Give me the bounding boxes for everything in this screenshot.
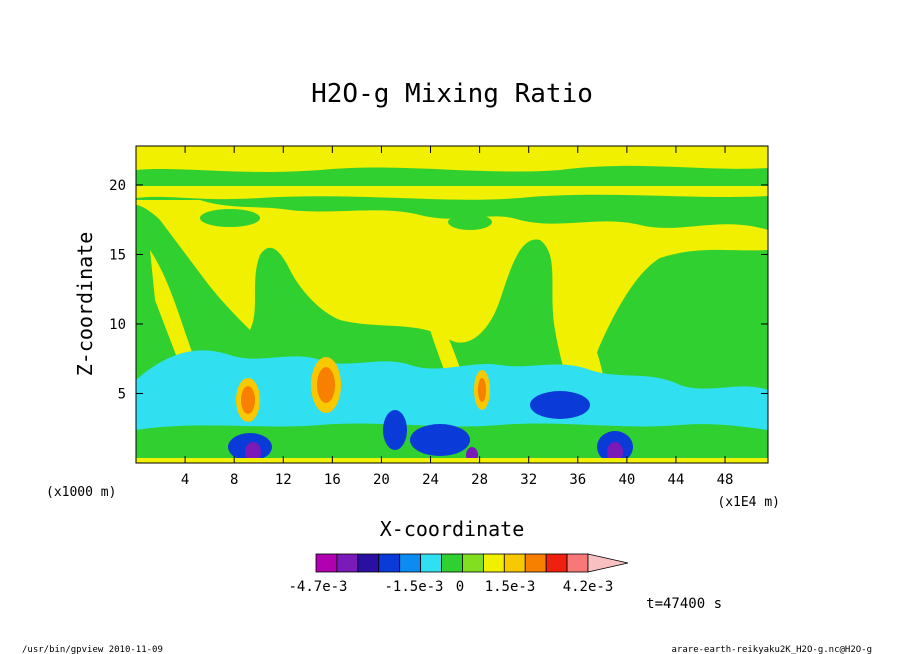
colorbar-label: 0 [456,579,464,595]
colorbar-label: 4.2e-3 [563,579,614,595]
blue-cell-1 [530,391,590,419]
yellow-body [136,200,768,410]
x-tick-label: 36 [569,472,586,488]
green-island-3 [660,200,740,220]
colorbar-label: -4.7e-3 [288,579,347,595]
x-tick-label: 24 [422,472,439,488]
colorbar-segment [357,553,380,573]
y-axis-label: Z-coordinate [73,232,97,377]
y-tick-label: 20 [109,178,126,194]
x-tick-label: 44 [668,472,685,488]
colorbar-segment [482,553,505,573]
colorbar-segment [336,553,359,573]
colorbar-label: -1.5e-3 [384,579,443,595]
yellow-mid-band [136,186,768,200]
colorbar-label: 1.5e-3 [485,579,536,595]
blue-cell-5 [383,410,407,450]
colorbar-segment [524,553,547,573]
green-island-1 [448,214,492,230]
x-unit-left: (x1000 m) [46,485,116,500]
purple-cell-1 [245,442,261,462]
colorbar-segment [545,553,568,573]
orange-peak-3-core [478,378,486,402]
footer-left: /usr/bin/gpview 2010-11-09 [22,645,163,654]
colorbar-segment [441,553,463,573]
colorbar-segment [378,553,401,573]
x-tick-label: 32 [520,472,537,488]
x-axis-label: X-coordinate [380,517,525,541]
yellow-top-band [136,146,768,172]
colorbar-segment [566,553,589,573]
colorbar-segment [399,553,422,573]
x-axis-ticks: 4 8 12 16 20 24 28 32 36 40 44 48 [181,146,734,488]
colorbar-arrow [587,553,629,573]
colorbar-labels: -4.7e-3 -1.5e-3 0 1.5e-3 4.2e-3 [288,579,613,595]
colorbar-segment [503,553,526,573]
colorbar-segment [420,553,442,573]
footer-right: arare-earth-reikyaku2K_H2O-g.nc@H2O-g [672,645,872,654]
plot-frame [135,145,769,464]
chart-title: H2O-g Mixing Ratio [311,79,593,109]
x-tick-label: 4 [181,472,189,488]
y-tick-label: 10 [109,317,126,333]
x-tick-label: 20 [373,472,390,488]
blue-cell-2 [410,424,470,456]
colorbar [315,553,629,573]
contour-field [136,146,768,463]
x-tick-label: 8 [230,472,238,488]
green-island-2 [200,209,260,227]
x-tick-label: 12 [275,472,292,488]
bottom-yellow-band [136,458,768,463]
y-tick-label: 15 [109,247,126,263]
orange-peak-1-core [241,386,255,414]
x-unit-right: (x1E4 m) [717,495,780,510]
orange-peak-2-core [317,367,335,403]
x-tick-label: 16 [324,472,341,488]
x-tick-label: 48 [717,472,734,488]
time-label: t=47400 s [646,596,722,612]
colorbar-segment [315,553,338,573]
x-tick-label: 40 [618,472,635,488]
x-tick-label: 28 [471,472,488,488]
y-tick-label: 5 [118,386,126,402]
purple-cell-2 [607,442,623,462]
colorbar-segment [462,553,484,573]
y-axis-ticks: 5 10 15 20 [109,178,768,402]
